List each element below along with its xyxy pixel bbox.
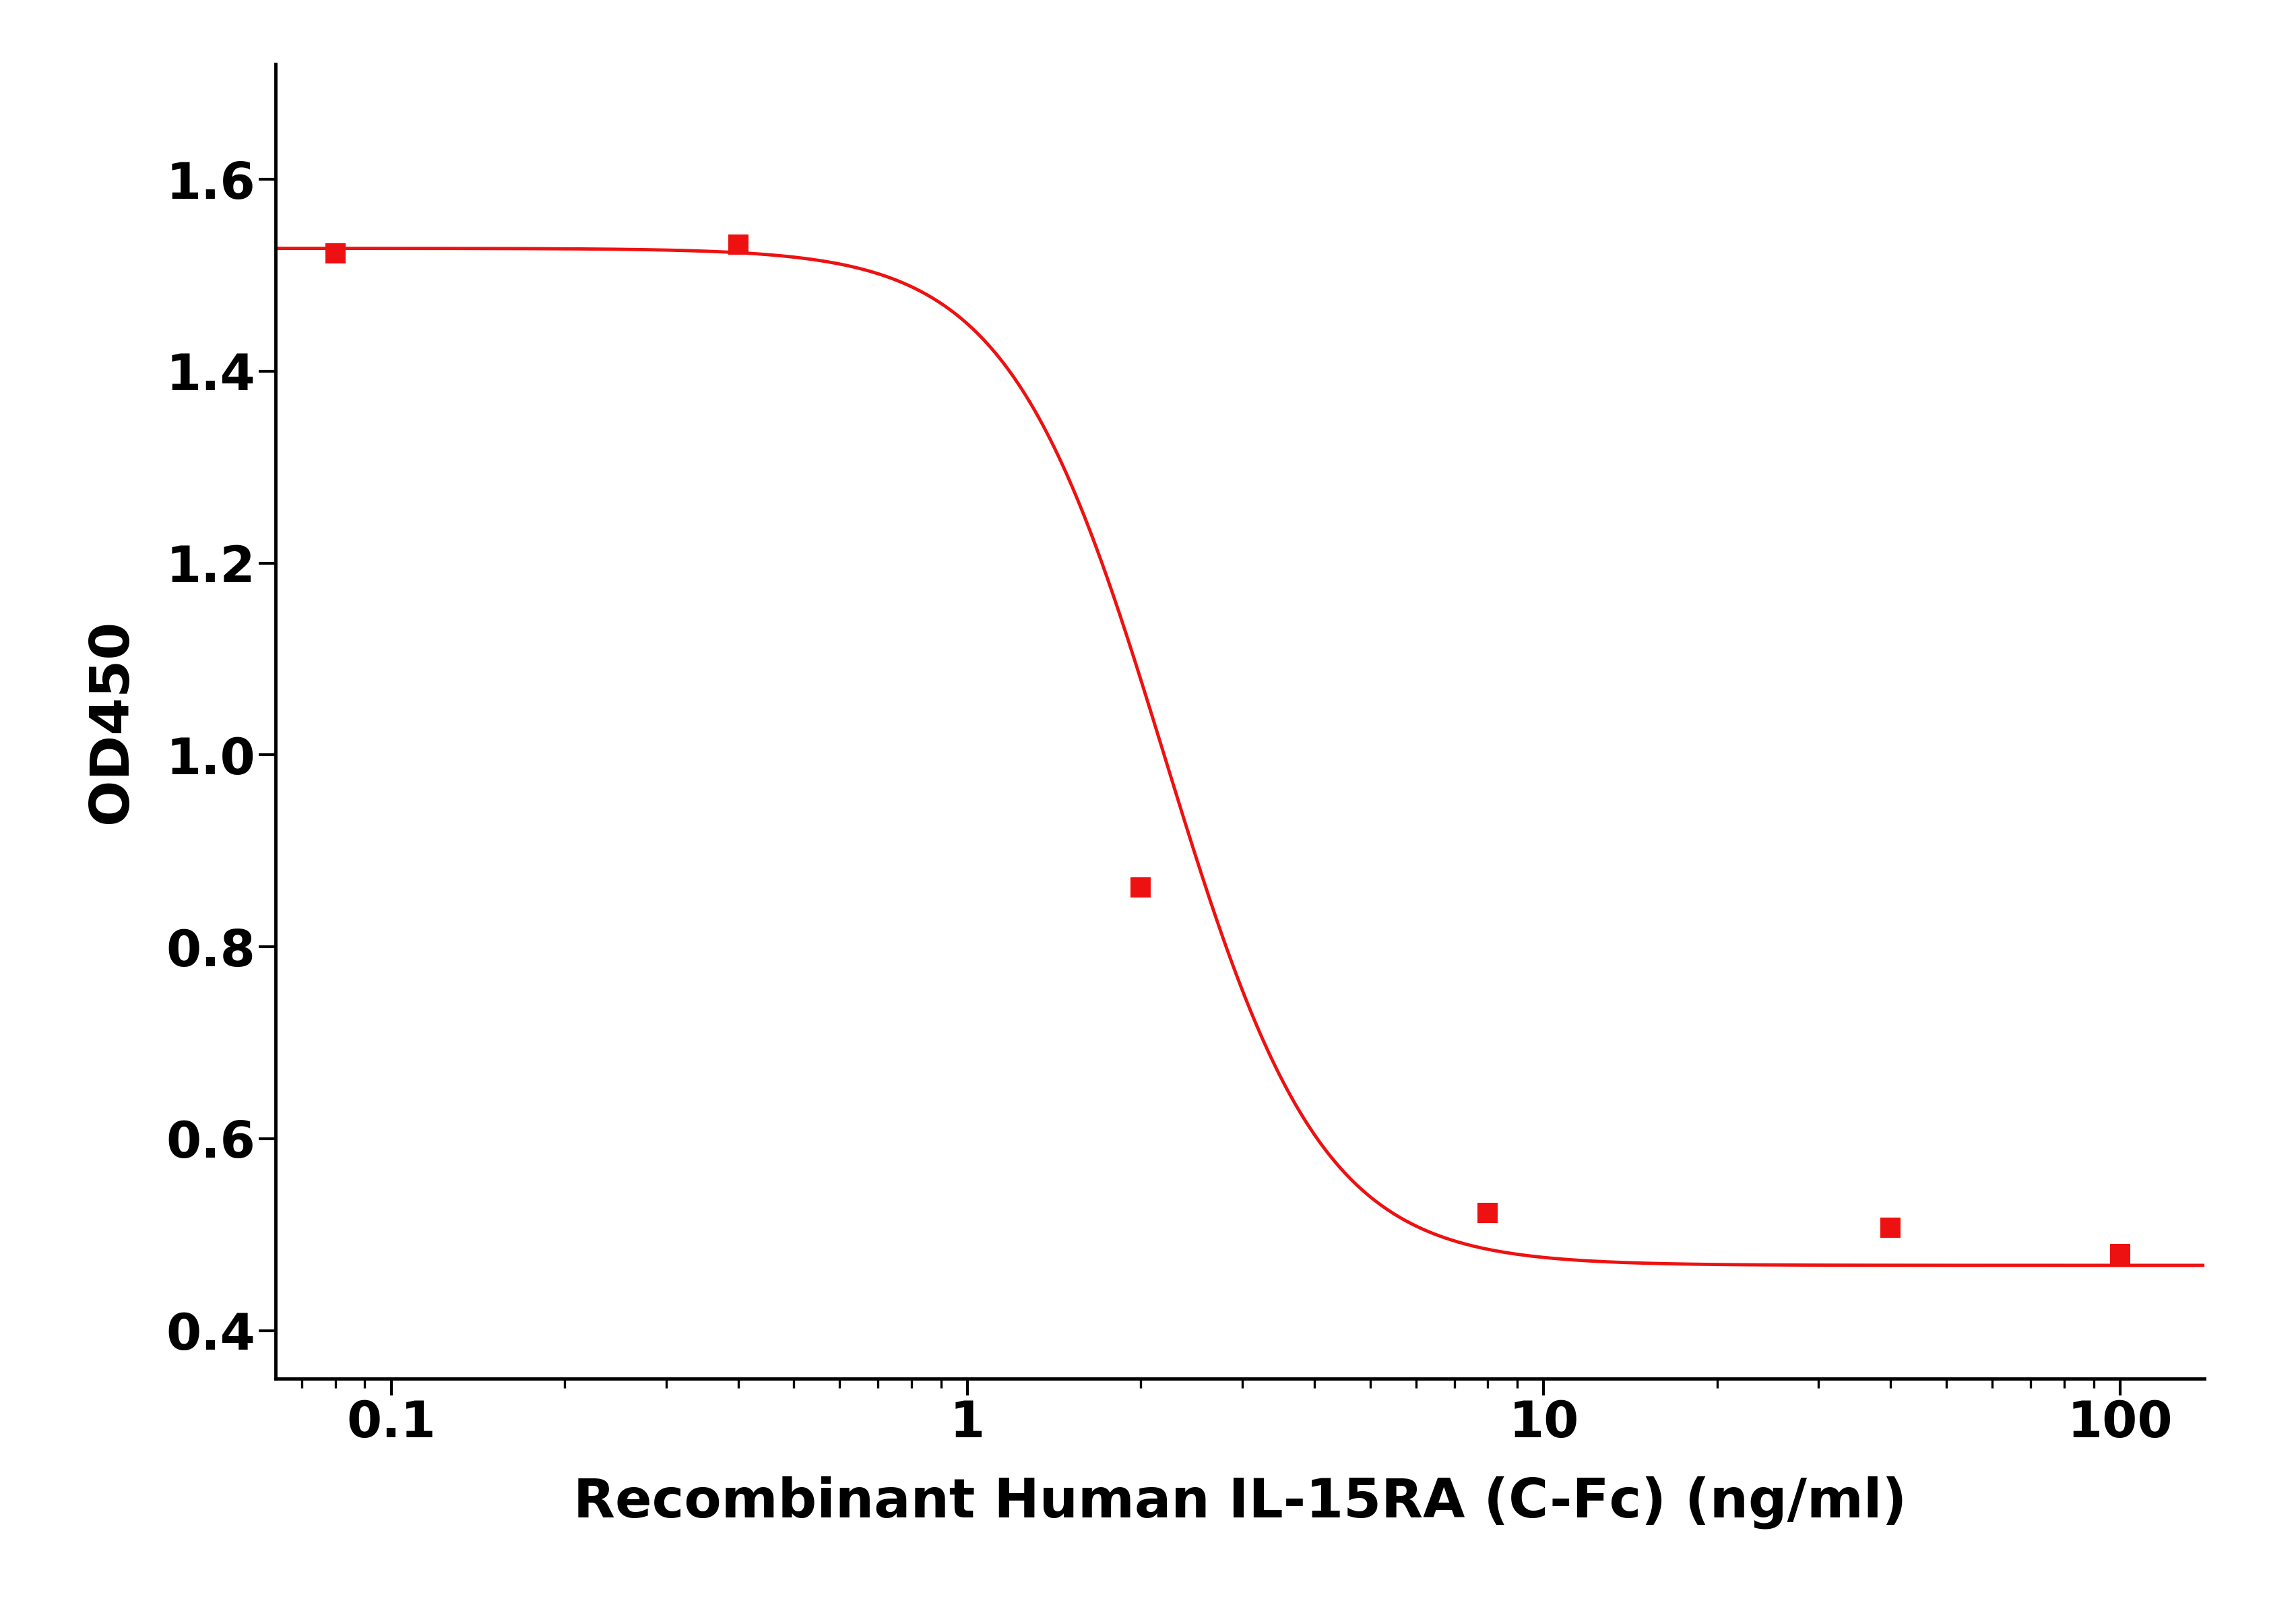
Y-axis label: OD450: OD450 bbox=[85, 619, 138, 824]
Point bbox=[1123, 875, 1159, 901]
Point bbox=[719, 232, 755, 258]
Point bbox=[1871, 1215, 1908, 1241]
Point bbox=[317, 240, 354, 266]
X-axis label: Recombinant Human IL-15RA (C-Fc) (ng/ml): Recombinant Human IL-15RA (C-Fc) (ng/ml) bbox=[574, 1476, 1906, 1529]
Point bbox=[1469, 1199, 1506, 1225]
Point bbox=[2101, 1241, 2138, 1266]
